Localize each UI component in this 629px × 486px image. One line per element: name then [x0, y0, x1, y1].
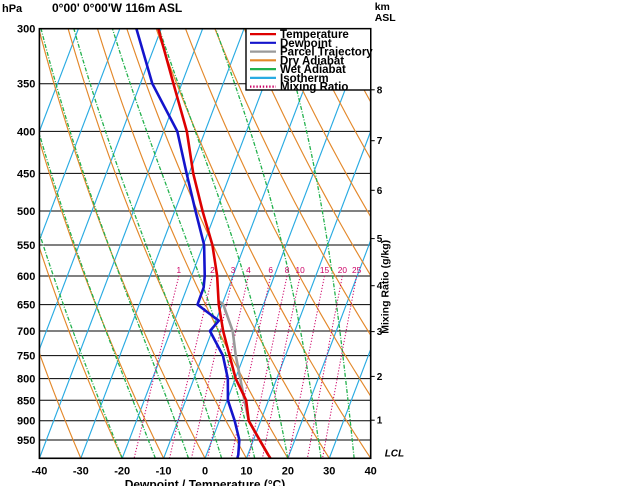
- svg-text:Mixing Ratio: Mixing Ratio: [280, 82, 348, 94]
- svg-text:750: 750: [17, 351, 35, 363]
- svg-text:Mixing Ratio (g/kg): Mixing Ratio (g/kg): [380, 240, 392, 334]
- svg-text:950: 950: [17, 435, 35, 447]
- svg-text:30: 30: [323, 465, 335, 477]
- svg-text:ASL: ASL: [375, 12, 397, 24]
- svg-text:-30: -30: [73, 465, 89, 477]
- svg-text:0°00' 0°00'W 116m ASL: 0°00' 0°00'W 116m ASL: [52, 1, 182, 15]
- svg-text:500: 500: [17, 206, 35, 218]
- svg-text:600: 600: [17, 271, 35, 283]
- svg-text:2: 2: [377, 372, 383, 383]
- svg-text:3: 3: [231, 265, 236, 275]
- svg-text:8: 8: [377, 85, 383, 96]
- svg-text:20: 20: [282, 465, 294, 477]
- svg-text:10: 10: [295, 265, 305, 275]
- svg-text:8: 8: [285, 265, 290, 275]
- svg-text:850: 850: [17, 395, 35, 407]
- svg-text:0: 0: [202, 465, 208, 477]
- svg-text:10: 10: [240, 465, 252, 477]
- svg-text:2: 2: [210, 265, 215, 275]
- svg-text:-10: -10: [156, 465, 172, 477]
- svg-text:1: 1: [377, 416, 383, 427]
- svg-text:1: 1: [176, 265, 181, 275]
- svg-text:40: 40: [365, 465, 377, 477]
- svg-text:300: 300: [17, 24, 35, 36]
- svg-text:6: 6: [377, 186, 383, 197]
- svg-text:350: 350: [17, 79, 35, 91]
- svg-text:550: 550: [17, 240, 35, 252]
- svg-text:650: 650: [17, 300, 35, 312]
- svg-text:Dewpoint / Temperature (°C): Dewpoint / Temperature (°C): [125, 477, 286, 486]
- svg-text:4: 4: [246, 265, 251, 275]
- svg-text:15: 15: [320, 265, 330, 275]
- svg-text:25: 25: [352, 265, 362, 275]
- svg-text:800: 800: [17, 374, 35, 386]
- svg-text:LCL: LCL: [385, 449, 404, 460]
- svg-text:400: 400: [17, 126, 35, 138]
- svg-text:-40: -40: [31, 465, 47, 477]
- svg-text:450: 450: [17, 168, 35, 180]
- svg-text:7: 7: [377, 136, 383, 147]
- svg-text:-20: -20: [114, 465, 130, 477]
- svg-text:20: 20: [338, 265, 348, 275]
- svg-text:900: 900: [17, 416, 35, 428]
- svg-text:6: 6: [268, 265, 273, 275]
- svg-text:700: 700: [17, 326, 35, 338]
- svg-text:hPa: hPa: [2, 3, 23, 15]
